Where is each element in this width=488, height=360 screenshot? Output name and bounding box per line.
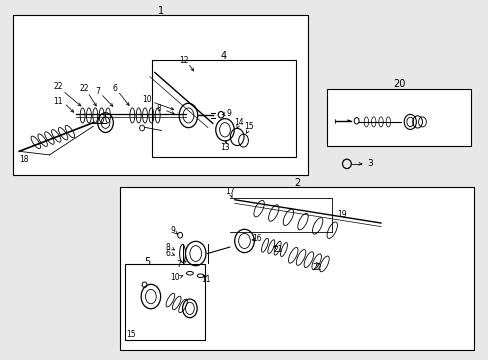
Text: 17: 17 — [224, 187, 234, 196]
Text: 11: 11 — [53, 97, 63, 106]
Text: 12: 12 — [179, 57, 188, 66]
Text: 7: 7 — [176, 260, 181, 269]
Text: 7: 7 — [96, 86, 101, 95]
Text: 10: 10 — [170, 273, 180, 282]
Text: 16: 16 — [251, 234, 261, 243]
Text: 22: 22 — [312, 263, 322, 272]
Bar — [13, 15, 307, 175]
Text: 15: 15 — [126, 330, 136, 339]
Bar — [152, 60, 295, 157]
Text: 10: 10 — [142, 95, 151, 104]
Text: 3: 3 — [366, 159, 372, 168]
Text: 22: 22 — [80, 84, 89, 93]
Text: 13: 13 — [220, 143, 229, 152]
Text: 14: 14 — [233, 118, 243, 127]
Text: 1: 1 — [157, 6, 163, 16]
Text: 6: 6 — [113, 84, 118, 93]
Bar — [120, 187, 473, 350]
Text: 21: 21 — [273, 246, 283, 255]
Text: 22: 22 — [53, 82, 63, 91]
Bar — [125, 264, 205, 339]
Text: 8: 8 — [165, 243, 170, 252]
Text: 19: 19 — [336, 210, 346, 219]
Text: 11: 11 — [201, 275, 210, 284]
Text: 4: 4 — [221, 51, 226, 61]
Text: 9: 9 — [226, 109, 231, 118]
Text: 20: 20 — [392, 79, 405, 89]
Text: 9: 9 — [170, 226, 175, 235]
Text: 8: 8 — [157, 104, 161, 113]
Text: 2: 2 — [293, 178, 300, 188]
Text: 18: 18 — [20, 156, 29, 165]
Text: 15: 15 — [244, 122, 254, 131]
Bar — [327, 89, 470, 146]
Text: 6: 6 — [165, 249, 170, 258]
Text: 5: 5 — [143, 257, 150, 267]
